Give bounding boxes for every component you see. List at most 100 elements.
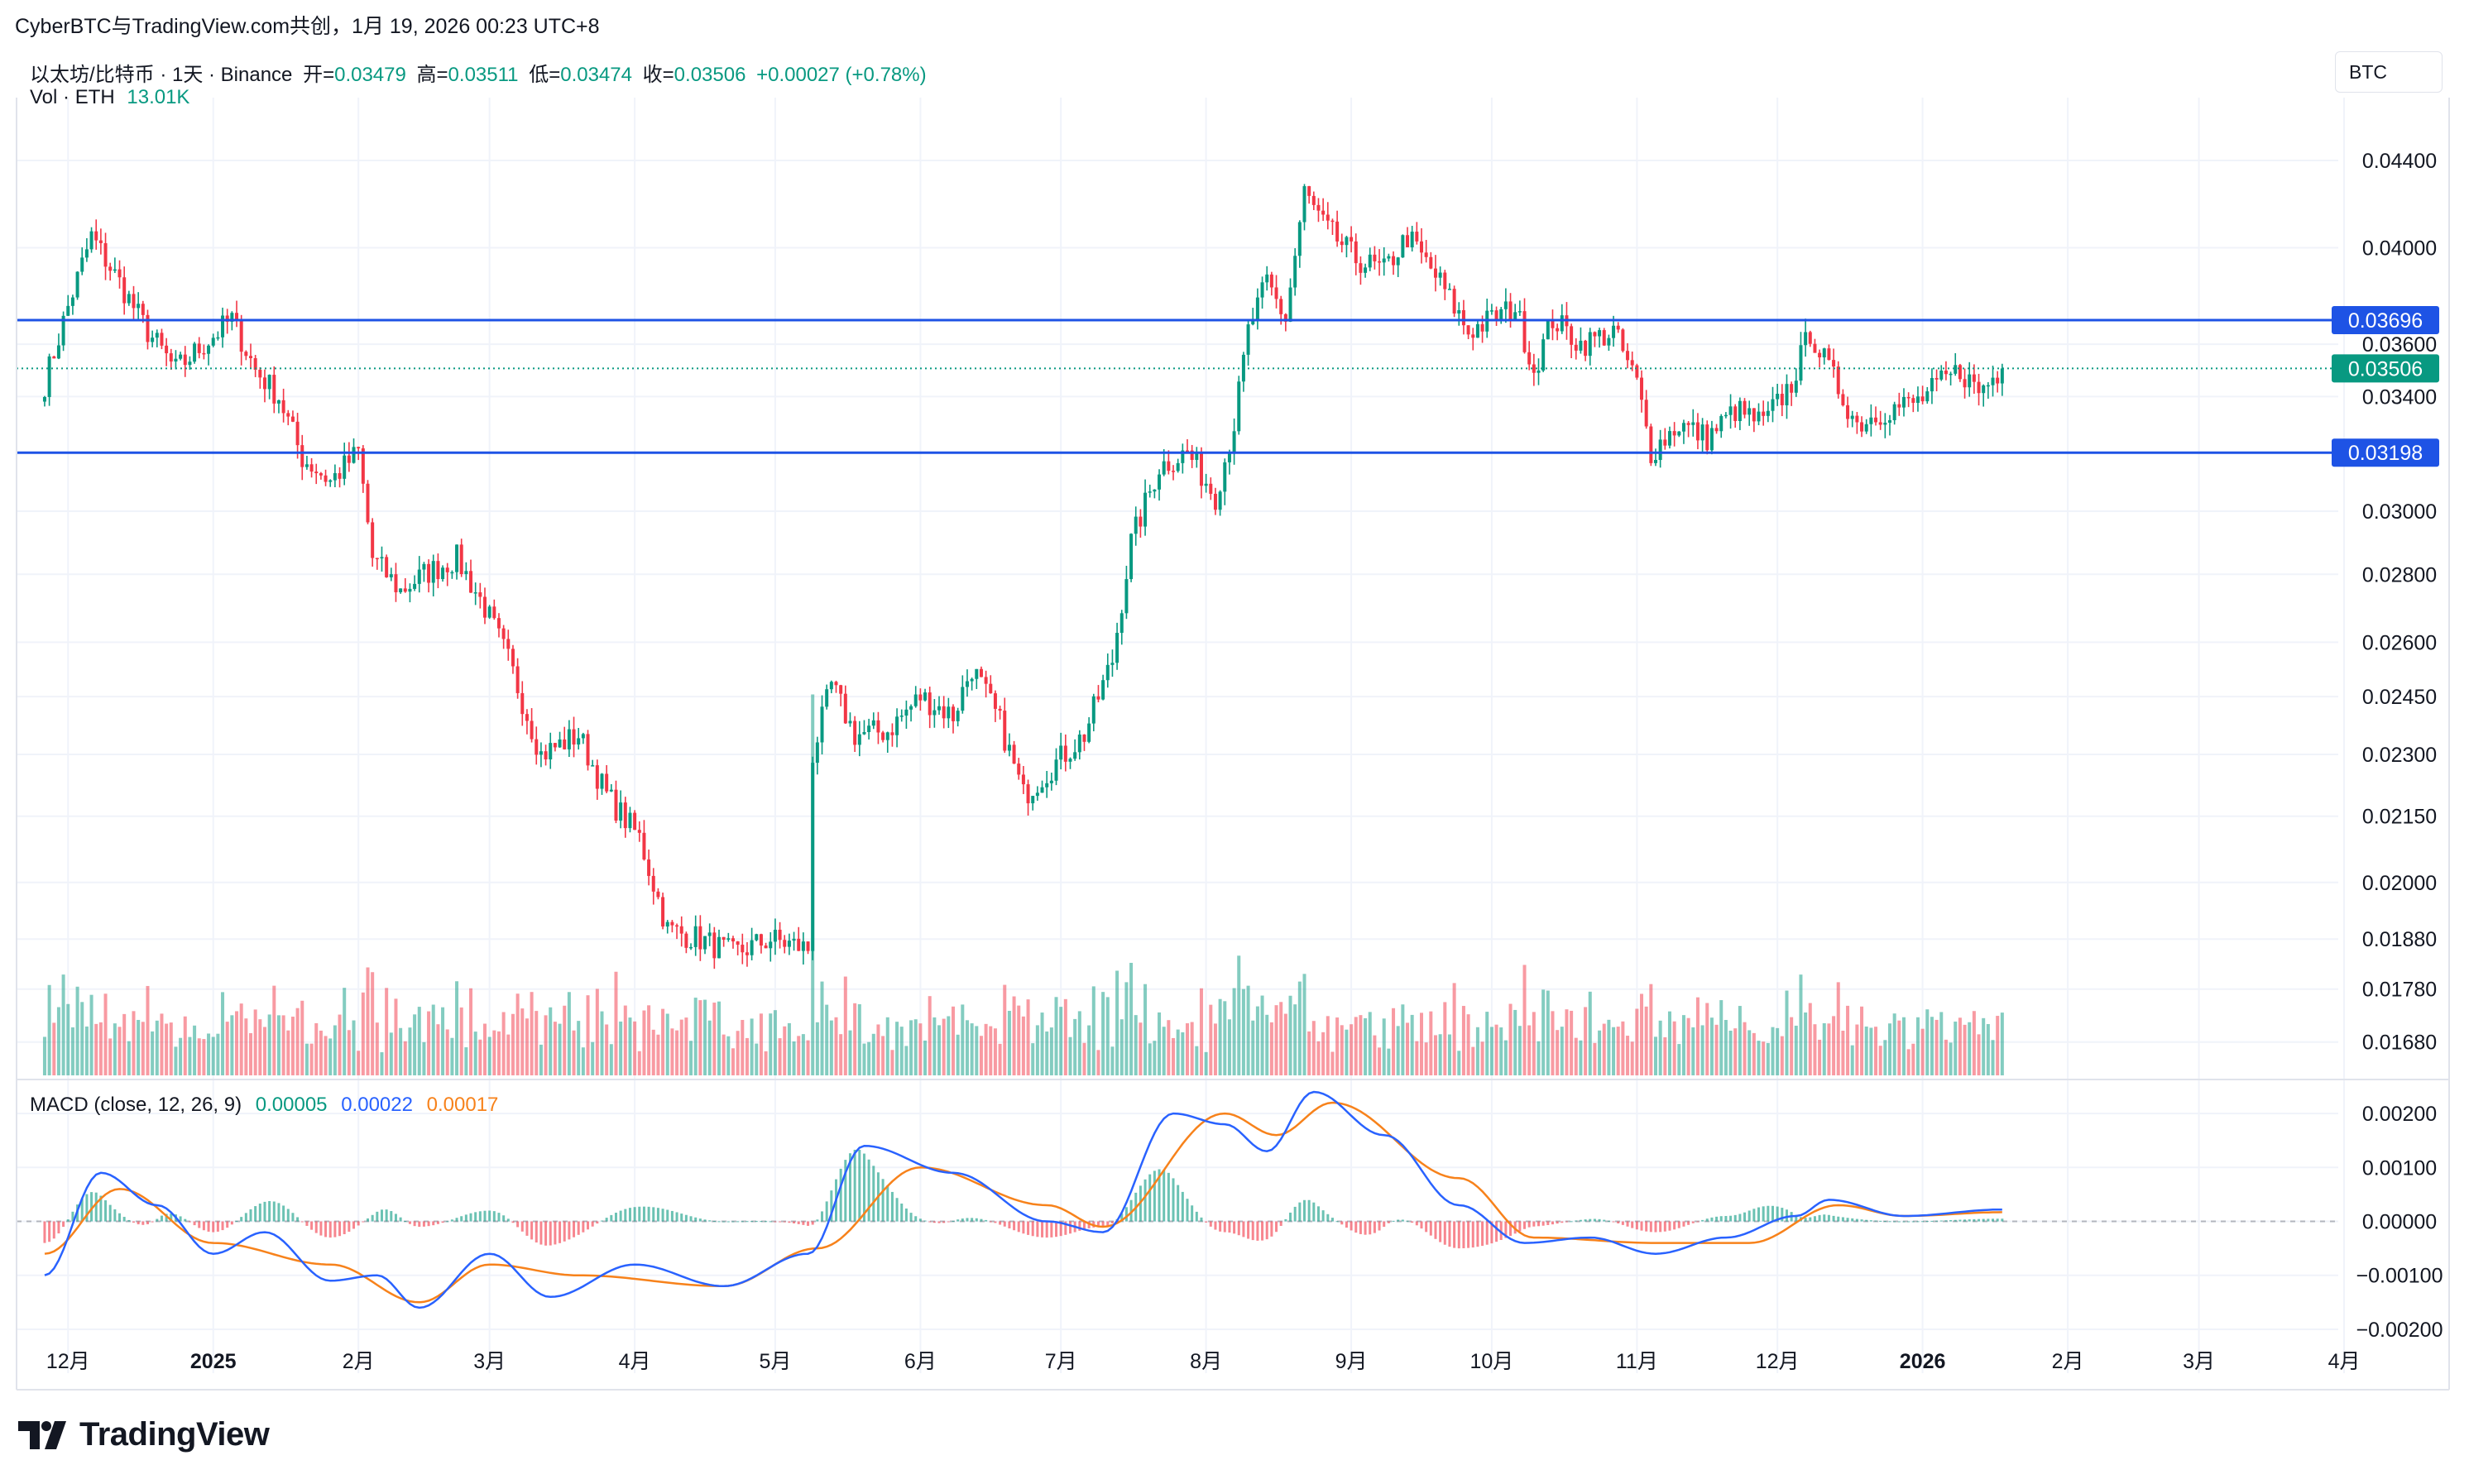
macd-histogram-bar xyxy=(62,1221,65,1228)
macd-histogram-bar xyxy=(1387,1221,1390,1223)
macd-histogram-bar xyxy=(404,1221,407,1223)
macd-histogram-bar xyxy=(104,1200,108,1222)
candle-body xyxy=(1860,422,1864,432)
macd-histogram-bar xyxy=(1747,1210,1751,1222)
candle-body xyxy=(1640,377,1644,400)
candle-body xyxy=(848,720,852,724)
macd-histogram-bar xyxy=(928,1221,932,1223)
candle-body xyxy=(1269,274,1273,288)
tradingview-logo[interactable]: TradingView xyxy=(18,1416,270,1453)
attribution-header: CyberBTC与TradingView.com共创，1月 19, 2026 0… xyxy=(15,15,600,38)
macd-histogram-bar xyxy=(1055,1221,1058,1237)
macd-histogram-bar xyxy=(1172,1178,1175,1222)
candle-body xyxy=(881,732,885,740)
volume-bar xyxy=(1087,1025,1091,1075)
candle-body xyxy=(675,925,679,927)
macd-histogram-bar xyxy=(57,1221,60,1234)
macd-histogram-bar xyxy=(867,1159,870,1222)
macd-histogram-bar xyxy=(1205,1221,1208,1223)
macd-histogram-bar xyxy=(66,1219,70,1222)
volume-bar xyxy=(535,1011,539,1075)
candle-body xyxy=(1934,377,1939,380)
volume-bar xyxy=(1677,1044,1681,1075)
volume-bar xyxy=(1612,1027,1616,1075)
volume-bar xyxy=(1040,1012,1044,1075)
macd-histogram-bar xyxy=(554,1221,557,1245)
macd-histogram-bar xyxy=(520,1221,524,1232)
macd-histogram-bar xyxy=(394,1214,397,1222)
candle-body xyxy=(1406,235,1410,247)
candle-body xyxy=(1780,394,1784,405)
candle-body xyxy=(1073,752,1077,759)
candle-body xyxy=(1630,360,1634,366)
candle-body xyxy=(755,934,759,941)
macd-histogram-bar xyxy=(1874,1220,1877,1222)
volume-bar xyxy=(1489,1027,1493,1075)
macd-label[interactable]: MACD (close, 12, 26, 9) xyxy=(30,1094,242,1116)
volume-bar xyxy=(1551,1011,1555,1075)
candle-body xyxy=(1663,439,1667,446)
candle-body xyxy=(42,396,46,402)
volume-bar xyxy=(1429,1011,1433,1075)
macd-histogram-bar xyxy=(811,1221,814,1225)
macd-histogram-bar xyxy=(535,1221,538,1243)
candle-body xyxy=(1719,415,1724,432)
macd-histogram-bar xyxy=(947,1221,950,1223)
candle-body xyxy=(1283,314,1287,322)
candle-body xyxy=(160,333,164,346)
candle-body xyxy=(1574,344,1578,351)
volume-bar xyxy=(394,998,398,1075)
candle-body xyxy=(1012,744,1016,764)
volume-bar xyxy=(1925,1009,1930,1075)
volume-label[interactable]: Vol · ETH xyxy=(30,86,115,108)
volume-bar xyxy=(1630,1041,1634,1075)
candle-body xyxy=(1373,254,1377,261)
volume-bar xyxy=(820,981,824,1075)
volume-bar xyxy=(1930,1017,1934,1075)
volume-bar xyxy=(1424,1042,1428,1075)
level-price-tag xyxy=(2332,305,2439,334)
macd-histogram-bar xyxy=(160,1215,163,1222)
candle-body xyxy=(1584,340,1588,357)
candle-body xyxy=(975,668,979,679)
volume-bar xyxy=(385,988,389,1075)
macd-histogram-bar xyxy=(1888,1221,1891,1223)
macd-histogram-bar xyxy=(942,1221,946,1223)
candle-body xyxy=(117,269,122,278)
price-tick-label: 0.01780 xyxy=(2362,979,2437,1002)
macd-histogram-bar xyxy=(1434,1221,1437,1239)
volume-bar xyxy=(815,1022,819,1075)
candle-body xyxy=(1517,311,1522,313)
macd-histogram-bar xyxy=(591,1221,594,1227)
volume-bar xyxy=(1063,998,1067,1075)
candle-body xyxy=(375,558,379,560)
volume-bar xyxy=(787,1022,791,1075)
volume-bar xyxy=(895,1022,899,1075)
macd-histogram-bar xyxy=(1631,1221,1634,1228)
volume-bar xyxy=(1663,1036,1667,1075)
currency-button[interactable]: BTC xyxy=(2335,51,2443,93)
macd-histogram-bar xyxy=(821,1211,824,1222)
volume-bar xyxy=(904,1046,908,1075)
macd-histogram-bar xyxy=(1120,1214,1124,1222)
volume-bar xyxy=(1316,1041,1321,1075)
candle-body xyxy=(75,271,79,298)
macd-histogram-bar xyxy=(1219,1221,1222,1232)
volume-bar xyxy=(937,1025,942,1075)
candle-body xyxy=(249,356,252,358)
volume-bar xyxy=(1968,1022,1972,1075)
candle-body xyxy=(1059,745,1063,760)
volume-bar xyxy=(352,1020,356,1075)
macd-histogram-bar xyxy=(1996,1218,1999,1222)
macd-histogram-bar xyxy=(282,1205,285,1222)
symbol-title[interactable]: 以太坊/比特币 · 1天 · Binance xyxy=(30,64,293,86)
candle-body xyxy=(741,945,745,953)
candle-body xyxy=(1302,186,1306,223)
macd-histogram-bar xyxy=(230,1221,233,1225)
candle-body xyxy=(179,354,183,359)
candle-body xyxy=(1068,759,1072,762)
candle-body xyxy=(1527,352,1532,365)
macd-histogram-bar xyxy=(385,1209,388,1222)
